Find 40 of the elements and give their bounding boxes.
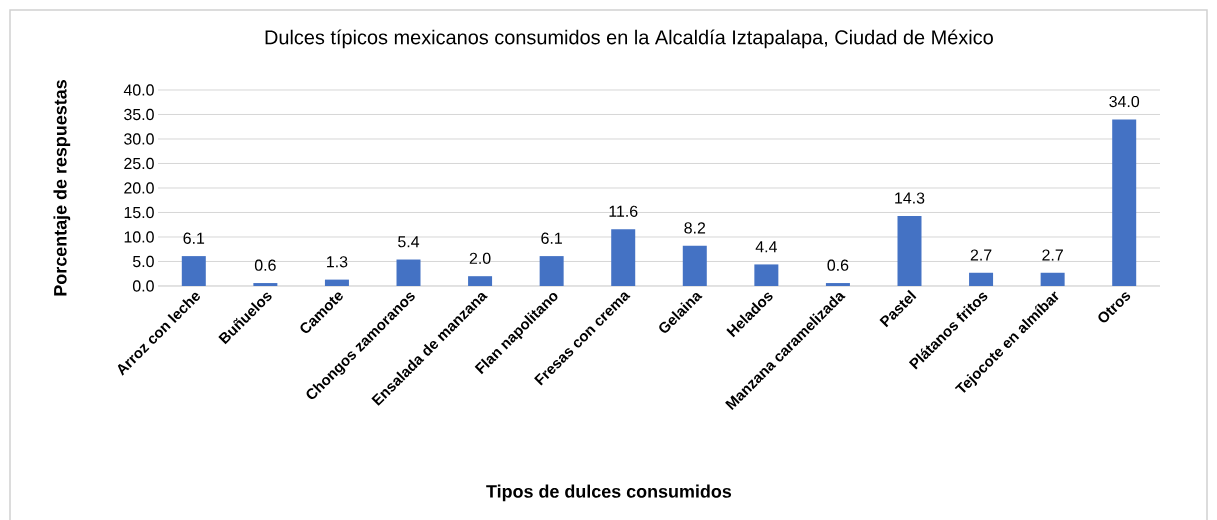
bar: [539, 256, 564, 286]
data-label: 4.4: [755, 241, 777, 253]
data-label: 2.0: [469, 252, 491, 264]
data-label: 6.1: [183, 232, 205, 244]
data-label: 2.7: [1042, 249, 1063, 261]
bar: [825, 283, 850, 286]
bar: [324, 279, 349, 286]
bar: [181, 256, 206, 286]
y-tick-label: 5.0: [132, 255, 154, 268]
data-label: 0.6: [827, 259, 849, 271]
y-tick-label: 20.0: [124, 182, 154, 194]
bar: [969, 272, 994, 286]
data-label: 11.6: [609, 205, 638, 217]
data-label: 0.6: [254, 259, 276, 271]
data-label: 34.0: [1109, 95, 1140, 108]
bar: [396, 259, 421, 286]
bar: [897, 215, 922, 286]
data-label: 5.4: [398, 236, 420, 248]
y-tick-label: 35.0: [124, 108, 154, 121]
data-label: 14.3: [895, 192, 925, 204]
y-tick-label: 0.0: [132, 280, 154, 292]
bar: [611, 229, 636, 286]
data-label: 8.2: [684, 222, 706, 234]
bar: [754, 264, 779, 286]
bar: [682, 245, 707, 286]
y-axis-title: Porcentaje de respuestas: [53, 80, 71, 296]
bar: [1040, 272, 1065, 286]
y-tick-label: 15.0: [124, 206, 154, 219]
data-label: 6.1: [541, 232, 562, 244]
chart-title: Dulces típicos mexicanos consumidos en la Alcaldía Iztapalapa, Ciudad de México: [265, 29, 993, 49]
data-label: 1.3: [327, 256, 348, 268]
y-tick-label: 25.0: [124, 157, 154, 170]
bar: [253, 283, 278, 286]
bar: [468, 276, 493, 286]
y-tick-label: 40.0: [123, 84, 154, 96]
bar: [1112, 119, 1137, 286]
data-label: 2.7: [970, 249, 992, 261]
y-tick-label: 10.0: [124, 231, 154, 243]
x-axis-title: Tipos de dulces consumidos: [486, 484, 732, 502]
y-tick-label: 30.0: [124, 133, 154, 145]
